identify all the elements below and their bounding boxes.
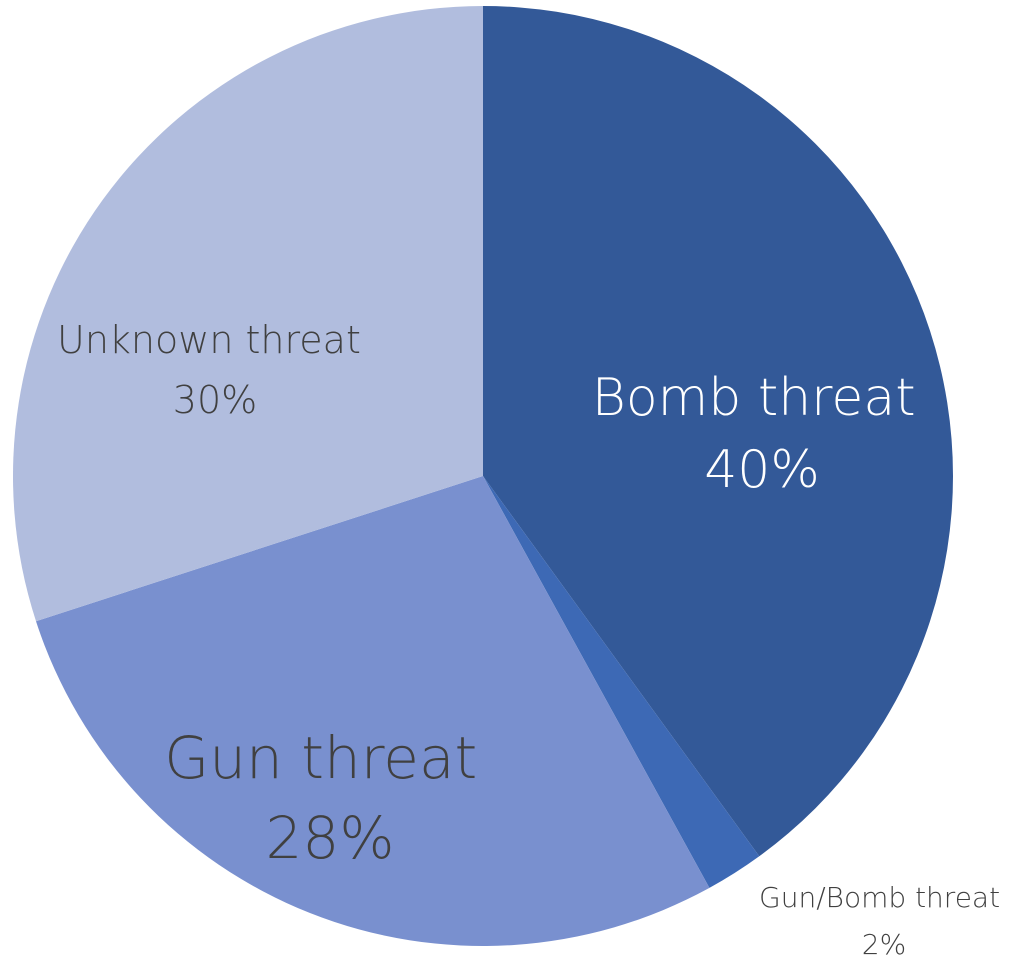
slice-percent-bomb-threat: 40% — [704, 440, 820, 500]
slice-percent-gun-bomb-threat: 2% — [862, 928, 906, 960]
slice-name-unknown-threat: Unknown threat — [57, 318, 361, 362]
slice-percent-unknown-threat: 30% — [173, 378, 257, 422]
slice-label-gun-bomb-threat: Gun/Bomb threat 2% — [759, 881, 1009, 960]
slice-percent-gun-threat: 28% — [266, 804, 395, 872]
slice-name-gun-threat: Gun threat — [164, 724, 477, 792]
slice-label-gun-threat: Gun threat 28% — [164, 724, 495, 872]
pie-slices — [12, 6, 954, 946]
pie-slice-unknown-threat — [12, 6, 483, 622]
pie-slice-bomb-threat — [483, 6, 954, 857]
slice-name-gun-bomb-threat: Gun/Bomb threat — [759, 881, 1000, 914]
slice-label-bomb-threat: Bomb threat 40% — [592, 368, 932, 500]
slice-name-bomb-threat: Bomb threat — [592, 368, 916, 428]
pie-slice-gun-bomb-threat — [483, 476, 760, 888]
pie-slice-gun-threat — [36, 476, 710, 946]
slice-label-unknown-threat: Unknown threat 30% — [57, 318, 373, 422]
